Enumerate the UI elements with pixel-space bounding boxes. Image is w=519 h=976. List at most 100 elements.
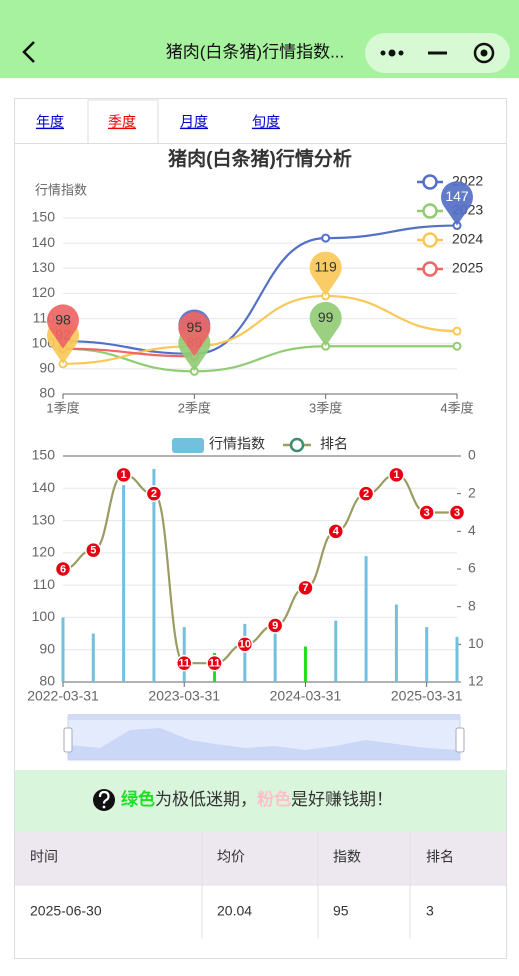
rank-badge [327,523,345,540]
y2-tick-label: 10 [468,635,484,651]
y-tick-label: 80 [39,385,55,401]
y2-tick-label: 0 [468,447,476,463]
rank-label: 1 [393,469,399,481]
y2-tick-label: 4 [468,522,476,538]
mark-pin [178,311,211,357]
zoom-handle-left[interactable] [63,727,73,753]
zoom-handle-right[interactable] [455,727,465,753]
notice-part: 是好赚钱期！ [291,790,393,809]
tab-active-frame [87,99,159,143]
rank-badge [448,504,466,521]
more-button[interactable] [380,49,404,57]
rank-badge [297,579,314,597]
bar [243,623,247,682]
notice-part: 绿色 [121,789,155,809]
chart-title: 猪肉(白条猪)行情分析 [167,147,352,170]
rank-badge [115,466,132,484]
series-line [62,294,458,365]
mark-pin [440,181,473,226]
y-tick-label: 90 [39,360,55,376]
notice-text: 绿色为极低迷期，粉色是好赚钱期！ [121,789,393,809]
rank-label: 5 [90,545,96,557]
y-tick-label: 90 [39,640,55,656]
table-cell: 2025-06-30 [30,903,102,919]
rank-label: 11 [178,658,190,670]
zoom-preview [68,728,460,760]
tab[interactable]: 旬度 [252,114,280,130]
x-tick-label: 2023-03-31 [148,688,220,704]
mark-pin-label: 119 [315,259,338,275]
rank-badge [145,485,163,502]
y-tick-label: 120 [32,284,56,300]
rank-badge [236,636,254,653]
y-tick-label: 150 [32,209,56,225]
rank-label: 1 [121,469,127,481]
x-tick-label: 4季度 [440,400,473,415]
rank-label: 2 [151,488,157,500]
rank-label: 3 [424,507,430,519]
legend-symbol [422,232,438,248]
table-cell: 95 [333,903,349,919]
y-tick-label: 130 [32,259,56,275]
legend-label: 2024 [452,231,483,247]
x-tick-label: 3季度 [309,400,342,415]
bar [364,556,368,682]
x-tick-label: 2024-03-31 [270,688,342,704]
y2-tick-label: 8 [468,597,476,613]
y-axis-label: 行情指数 [35,182,87,197]
rank-label: 4 [333,526,340,538]
bar [152,468,156,682]
table-header-cell: 排名 [426,849,454,865]
bar [303,646,307,682]
y-tick-label: 130 [32,511,56,527]
y2-tick-label: 6 [468,560,476,576]
rank-badge [388,466,405,484]
legend-label: 排名 [320,436,348,452]
table-header-bg [15,832,506,885]
rank-badge [175,654,193,672]
tab-active[interactable]: 季度 [108,114,136,130]
bar [425,627,429,682]
bar [455,636,459,682]
close-button[interactable] [473,42,495,64]
series-line [62,347,195,358]
mark-pin-label: 147 [445,188,469,204]
y-tick-label: 120 [32,544,56,560]
x-tick-label: 2025-03-31 [391,688,463,704]
back-button[interactable] [22,41,35,63]
legend-symbol [422,174,438,190]
rank-label: 11 [209,658,221,670]
mark-pin-label: 98 [55,311,71,327]
bar [91,633,95,682]
bar [61,617,65,682]
bar [122,485,126,682]
nav-title: 猪肉(白条猪)行情指数... [166,42,345,61]
series-line [62,345,457,373]
data-zoom[interactable] [63,714,465,761]
x-tick-label: 2022-03-31 [27,688,99,704]
y-tick-label: 100 [32,608,56,624]
mark-pin [309,301,342,347]
bar [182,627,186,682]
bar [334,620,338,682]
legend-symbol [172,438,204,453]
table-header-cell: 均价 [217,849,245,865]
legend-label: 2025 [452,260,483,276]
rank-label: 3 [454,507,460,519]
legend-symbol [289,437,305,453]
help-icon [93,789,115,811]
x-tick-label: 1季度 [46,400,79,415]
notice-part: 粉色 [257,789,291,809]
table-header-cell: 指数 [333,849,361,865]
series-line [62,224,458,355]
y-tick-label: 140 [32,234,56,250]
zoom-bar [68,714,460,720]
tab[interactable]: 月度 [180,114,208,130]
tab[interactable]: 年度 [36,114,64,130]
point [452,341,462,351]
rank-label: 9 [272,620,278,632]
y-tick-label: 140 [32,479,56,495]
